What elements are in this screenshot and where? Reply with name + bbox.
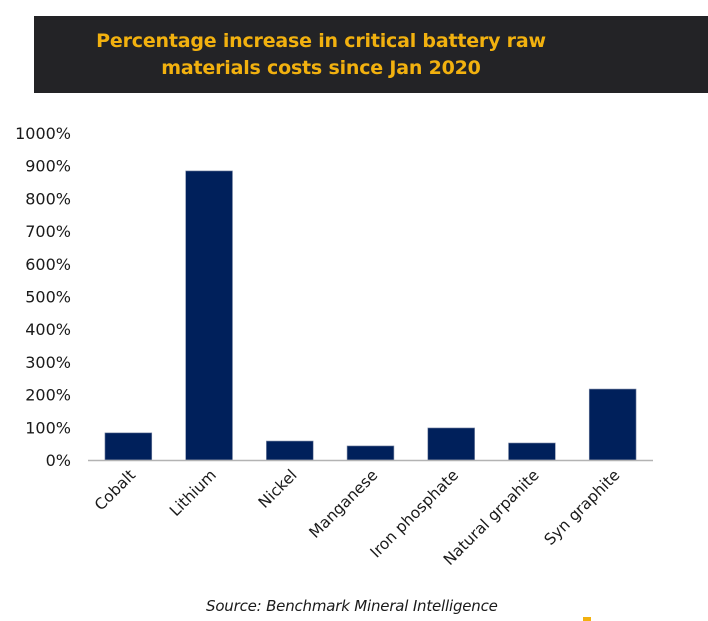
y-tick-label: 300% bbox=[25, 353, 71, 372]
y-axis: 0% 100% 200% 300% 400% 500% 600% 700% 800% 900% 10… bbox=[15, 124, 71, 470]
x-tick-label: Cobalt bbox=[91, 466, 139, 514]
y-tick-label: 0% bbox=[46, 451, 71, 470]
y-tick-label: 800% bbox=[25, 189, 71, 208]
y-tick-label: 100% bbox=[25, 418, 71, 437]
title-banner: Percentage increase in critical battery … bbox=[34, 16, 708, 93]
y-tick-label: 200% bbox=[25, 386, 71, 405]
bars bbox=[104, 170, 637, 461]
bar-lithium bbox=[185, 170, 233, 461]
chart-title: Percentage increase in critical battery … bbox=[61, 28, 581, 82]
x-tick-label: Manganese bbox=[306, 466, 382, 542]
x-tick-label: Lithium bbox=[166, 466, 220, 520]
bar-cobalt bbox=[104, 432, 153, 461]
y-tick-label: 900% bbox=[25, 157, 71, 176]
bar-natural-grpahite bbox=[508, 442, 556, 461]
bar-syn-graphite bbox=[588, 388, 637, 461]
bar-manganese bbox=[346, 445, 395, 461]
x-tick-label: Nickel bbox=[255, 466, 301, 512]
corner-accent-mark bbox=[583, 617, 591, 621]
x-tick-label: Syn graphite bbox=[541, 466, 624, 549]
y-tick-label: 600% bbox=[25, 255, 71, 274]
y-tick-label: 700% bbox=[25, 222, 71, 241]
chart-title-line-1: Percentage increase in critical battery … bbox=[96, 29, 546, 52]
chart-title-line-2: materials costs since Jan 2020 bbox=[161, 56, 481, 79]
y-tick-label: 500% bbox=[25, 288, 71, 307]
bar-iron-phosphate bbox=[427, 427, 475, 461]
bar-nickel bbox=[266, 440, 314, 461]
y-tick-label: 400% bbox=[25, 320, 71, 339]
y-tick-label: 1000% bbox=[15, 124, 71, 143]
source-note: Source: Benchmark Mineral Intelligence bbox=[206, 597, 498, 615]
